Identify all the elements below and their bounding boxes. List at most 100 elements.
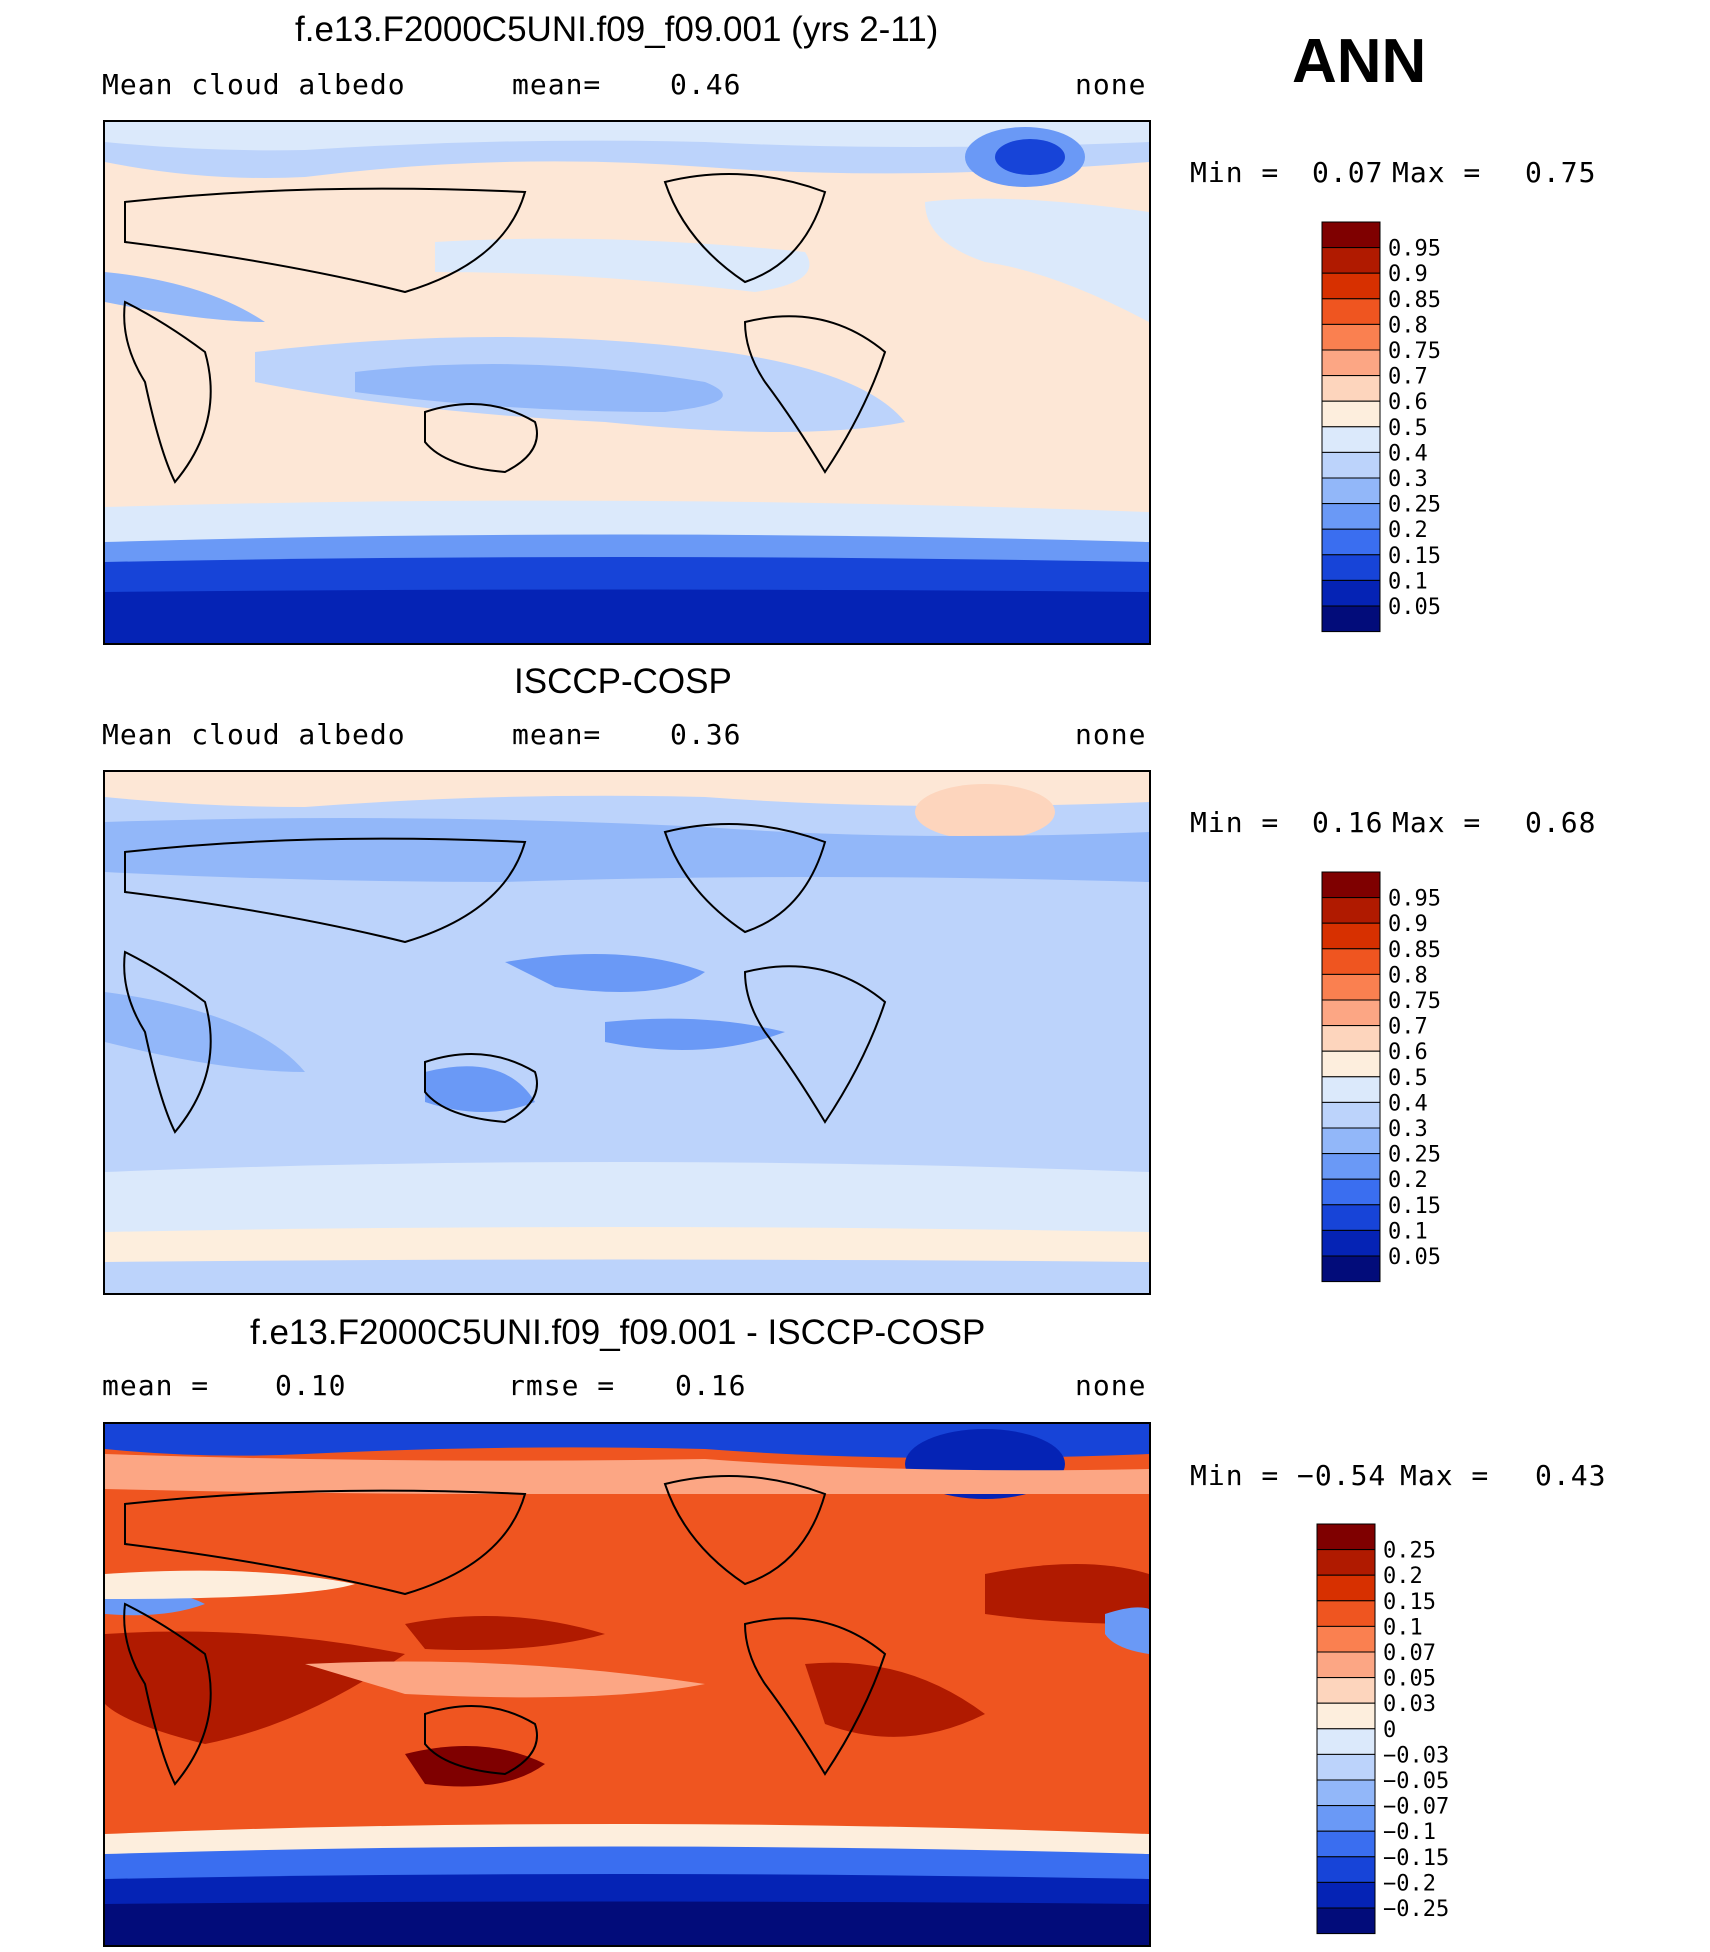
colorbar-label: 0.3 (1388, 1117, 1428, 1142)
colorbar-label: 0.75 (1388, 339, 1441, 364)
colorbar-label: 0.4 (1388, 441, 1428, 466)
colorbar-label: 0.85 (1388, 288, 1441, 313)
colorbar-box (1321, 272, 1381, 300)
season-label: ANN (1292, 27, 1427, 96)
panel1-colorbar: 0.950.90.850.80.750.70.60.50.40.30.250.2… (1321, 221, 1441, 633)
panel2-map (103, 770, 1151, 1295)
colorbar-box (1321, 503, 1381, 530)
colorbar-label: −0.05 (1383, 1769, 1449, 1794)
colorbar-label: 0.95 (1388, 237, 1441, 262)
colorbar-box (1321, 1204, 1381, 1231)
colorbar-box (1321, 1076, 1381, 1103)
panel3-units-label: none (1075, 1369, 1147, 1402)
colorbar-box (1321, 973, 1381, 1001)
colorbar-box (1321, 1178, 1381, 1206)
panel2-variable-label: Mean cloud albedo (102, 718, 406, 751)
colorbar-box (1316, 1702, 1376, 1730)
colorbar-label: 0.25 (1388, 1143, 1441, 1168)
panel3-max-label: Max = (1400, 1459, 1490, 1492)
panel2-mean-value: 0.36 (670, 718, 742, 751)
colorbar-box (1321, 1101, 1381, 1129)
panel3-min-value: −0.54 (1297, 1459, 1387, 1492)
panel3-map (103, 1422, 1151, 1947)
panel2-min-label: Min = (1190, 806, 1280, 839)
colorbar-box (1321, 323, 1381, 351)
colorbar-label: 0.85 (1388, 938, 1441, 963)
colorbar-box (1321, 1025, 1381, 1052)
colorbar-box (1321, 948, 1381, 975)
panel3-title: f.e13.F2000C5UNI.f09_f09.001 - ISCCP-COS… (250, 1313, 986, 1352)
colorbar-box (1316, 1600, 1376, 1627)
colorbar-box (1321, 579, 1381, 607)
colorbar-box (1316, 1881, 1376, 1909)
panel1-map (103, 120, 1151, 645)
colorbar-label: 0.3 (1388, 467, 1428, 492)
colorbar-label: 0.2 (1383, 1564, 1423, 1589)
colorbar-box (1316, 1856, 1376, 1883)
colorbar-box (1321, 554, 1381, 581)
colorbar-box (1321, 1127, 1381, 1155)
panel3-colorbar: 0.250.20.150.10.070.050.030−0.03−0.05−0.… (1316, 1523, 1449, 1935)
colorbar-label: 0.07 (1383, 1641, 1436, 1666)
panel1-max-value: 0.75 (1525, 156, 1597, 189)
colorbar-label: 0.15 (1388, 544, 1441, 569)
colorbar-label: 0.5 (1388, 416, 1428, 441)
colorbar-box (1316, 1549, 1376, 1576)
colorbar-label: 0.15 (1383, 1590, 1436, 1615)
colorbar-label: 0.03 (1383, 1692, 1436, 1717)
colorbar-label: 0.5 (1388, 1066, 1428, 1091)
colorbar-box (1321, 999, 1381, 1027)
colorbar-box (1321, 375, 1381, 402)
colorbar-box (1316, 1753, 1376, 1781)
colorbar-box (1316, 1728, 1376, 1755)
colorbar-box (1321, 605, 1381, 633)
panel2-title: ISCCP-COSP (514, 662, 732, 701)
colorbar-label: 0.7 (1388, 365, 1428, 390)
colorbar-box (1321, 897, 1381, 924)
colorbar-label: −0.1 (1383, 1820, 1436, 1845)
colorbar-box (1321, 477, 1381, 505)
colorbar-box (1321, 922, 1381, 950)
colorbar-label: 0.05 (1388, 1245, 1441, 1270)
panel1-title: f.e13.F2000C5UNI.f09_f09.001 (yrs 2-11) (295, 10, 939, 49)
colorbar-label: 0.6 (1388, 1040, 1428, 1065)
panel3-rmse-label: rmse = (508, 1369, 616, 1402)
colorbar-label: 0.2 (1388, 518, 1428, 543)
colorbar-box (1316, 1625, 1376, 1653)
colorbar-label: 0.9 (1388, 912, 1428, 937)
colorbar-label: −0.25 (1383, 1897, 1449, 1922)
panel1-variable-label: Mean cloud albedo (102, 68, 406, 101)
colorbar-box (1316, 1651, 1376, 1679)
colorbar-box (1316, 1677, 1376, 1704)
colorbar-label: 0.8 (1388, 963, 1428, 988)
colorbar-box (1321, 1153, 1381, 1180)
panel1-min-label: Min = (1190, 156, 1280, 189)
colorbar-label: 0.25 (1383, 1539, 1436, 1564)
colorbar-label: 0.25 (1388, 493, 1441, 518)
colorbar-box (1321, 247, 1381, 274)
colorbar-box (1321, 298, 1381, 325)
colorbar-box (1316, 1907, 1376, 1935)
panel1-min-value: 0.07 (1312, 156, 1384, 189)
colorbar-box (1321, 528, 1381, 556)
panel3-min-label: Min = (1190, 1459, 1280, 1492)
panel1-max-label: Max = (1392, 156, 1482, 189)
colorbar-label: −0.2 (1383, 1871, 1436, 1896)
colorbar-box (1316, 1830, 1376, 1858)
panel1-mean-value: 0.46 (670, 68, 742, 101)
colorbar-label: 0.1 (1388, 569, 1428, 594)
colorbar-box (1321, 400, 1381, 428)
colorbar-label: 0.75 (1388, 989, 1441, 1014)
colorbar-box (1316, 1805, 1376, 1832)
panel2-max-label: Max = (1392, 806, 1482, 839)
colorbar-box (1321, 451, 1381, 479)
panel1-mean-label: mean= (512, 68, 602, 101)
colorbar-label: 0 (1383, 1718, 1396, 1743)
colorbar-box (1321, 1050, 1381, 1078)
panel3-max-value: 0.43 (1535, 1459, 1607, 1492)
colorbar-label: 0.2 (1388, 1168, 1428, 1193)
colorbar-label: 0.1 (1383, 1615, 1423, 1640)
panel3-rmse-value: 0.16 (675, 1369, 747, 1402)
panel2-mean-label: mean= (512, 718, 602, 751)
colorbar-box (1321, 221, 1381, 249)
